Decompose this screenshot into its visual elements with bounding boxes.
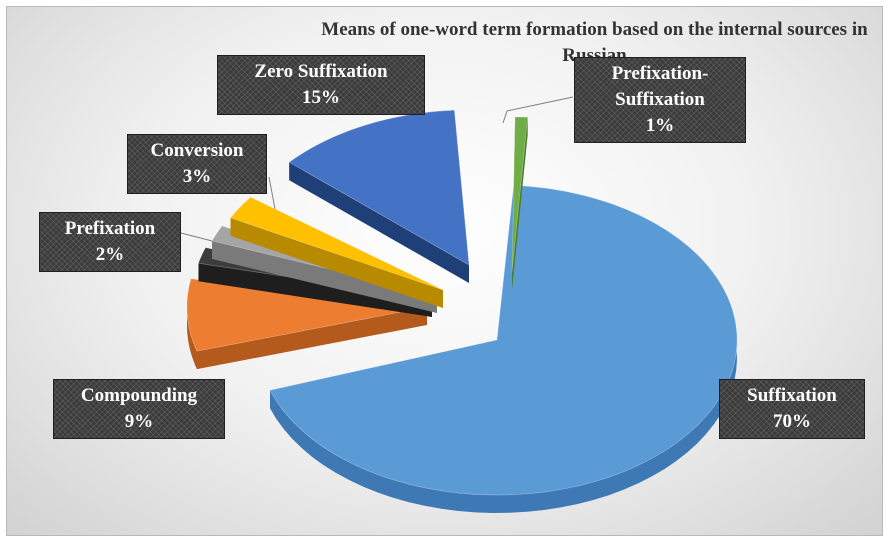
- slice-face-3-0: [212, 240, 437, 313]
- pie-slice-suffixation: [269, 185, 738, 496]
- callout-label: Prefixation-: [611, 63, 709, 84]
- callout-label: Conversion: [150, 140, 244, 161]
- callout-prefixation: Prefixation 2%: [39, 212, 181, 272]
- callout-value: 3%: [182, 166, 212, 187]
- leader-line-3: [502, 96, 574, 124]
- callout-label: Prefixation: [64, 218, 156, 239]
- slice-face-6-1: [512, 117, 528, 290]
- callout-label-2: Suffixation: [615, 89, 705, 110]
- callout-value: 15%: [302, 87, 340, 108]
- pie-slices: [186, 109, 738, 513]
- callout-zero-suffixation: Zero Suffixation 15%: [217, 55, 425, 115]
- callout-value: 9%: [124, 411, 154, 432]
- callout-compounding: Compounding 9%: [53, 379, 225, 439]
- pie-slice-prefixation-suffixation: [511, 116, 528, 273]
- chart-title: Means of one-word term formation based o…: [321, 19, 868, 66]
- chart-area: Means of one-word term formation based o…: [6, 6, 883, 536]
- slice-face-5-0: [289, 162, 469, 283]
- callout-conversion: Conversion 3%: [127, 134, 267, 194]
- callout-label: Compounding: [80, 385, 198, 406]
- pie-slice-conversion: [230, 196, 444, 291]
- callout-value: 70%: [773, 411, 811, 432]
- callout-label: Suffixation: [747, 385, 837, 406]
- pie-slice-compounding: [186, 278, 428, 352]
- callout-value: 1%: [645, 115, 675, 136]
- pie-slice-zero-suffixation: [288, 109, 470, 266]
- callout-prefixation-suffixation: Prefixation- Suffixation 1%: [574, 57, 746, 143]
- callout-value: 2%: [95, 244, 125, 265]
- pie-chart: [180, 96, 738, 513]
- leader-line-1: [268, 176, 276, 210]
- slice-face-4-0: [230, 217, 443, 308]
- callout-label: Zero Suffixation: [254, 61, 388, 82]
- slice-face-1-0: [196, 307, 427, 370]
- callout-suffixation: Suffixation 70%: [719, 379, 865, 439]
